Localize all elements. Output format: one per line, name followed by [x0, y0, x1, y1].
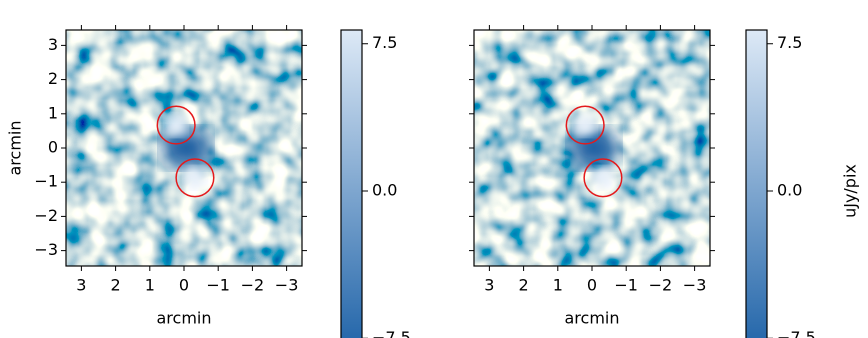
y-tick-label: 1: [48, 103, 58, 122]
x-tick-label: 3: [484, 276, 494, 295]
y-tick-label: 3: [48, 35, 58, 54]
circle-marker: [583, 158, 623, 198]
y-tick-label: −1: [34, 172, 58, 191]
colorbar-tick-label: 7.5: [372, 33, 397, 52]
x-tick-label: −1: [206, 276, 230, 295]
colorbar-tick-label: 0.0: [372, 181, 397, 200]
bright-spot: [183, 166, 206, 189]
x-tick-label: 2: [111, 276, 121, 295]
x-tick-label: 0: [179, 276, 189, 295]
x-tick-label: −3: [275, 276, 299, 295]
y-tick-label: 2: [48, 69, 58, 88]
x-tick-label: −2: [649, 276, 673, 295]
colorbar: [340, 29, 363, 338]
bright-spot: [591, 166, 614, 189]
x-tick-label: 1: [145, 276, 155, 295]
x-tick-label: 2: [519, 276, 529, 295]
y-tick-label: 0: [48, 138, 58, 157]
x-tick-label: −3: [683, 276, 707, 295]
circle-marker: [156, 105, 196, 145]
dark-blob: [162, 128, 210, 168]
y-tick-label: −2: [34, 206, 58, 225]
colorbar: [745, 29, 768, 338]
colorbar-tick-label: 0.0: [777, 181, 802, 200]
x-tick-label: 3: [76, 276, 86, 295]
circle-marker: [565, 105, 605, 145]
x-tick-label: −2: [241, 276, 265, 295]
image: [474, 30, 710, 266]
x-tick-label: 1: [553, 276, 563, 295]
y-axis-label: arcmin: [6, 121, 25, 176]
circle-marker: [175, 158, 215, 198]
colorbar-tick-label: 7.5: [777, 33, 802, 52]
image: [66, 30, 302, 266]
colorbar-tick-label: −7.5: [372, 328, 411, 338]
x-axis-label: arcmin: [565, 309, 620, 328]
bright-spot: [574, 114, 597, 137]
x-axis-label: arcmin: [157, 309, 212, 328]
dark-blob: [570, 128, 618, 168]
x-tick-label: 0: [587, 276, 597, 295]
bright-spot: [165, 114, 188, 137]
y-tick-label: −3: [34, 240, 58, 259]
x-tick-label: −1: [614, 276, 638, 295]
colorbar-tick-label: −7.5: [777, 328, 816, 338]
colorbar-label: uJy/pix: [841, 164, 860, 218]
